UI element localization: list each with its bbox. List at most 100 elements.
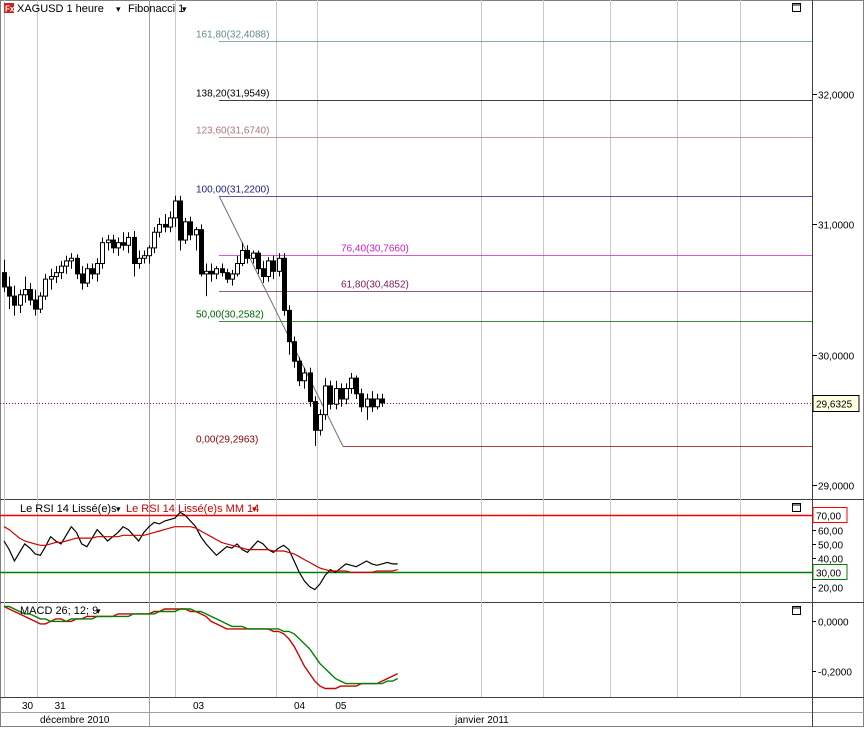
candle bbox=[126, 232, 131, 254]
month-label: janvier 2011 bbox=[454, 715, 509, 726]
macd-maximize-icon[interactable] bbox=[792, 606, 801, 615]
candle bbox=[225, 268, 230, 284]
candle-down-body bbox=[339, 388, 344, 400]
candle bbox=[308, 367, 313, 407]
candle bbox=[339, 383, 344, 407]
candle-up-body bbox=[100, 242, 105, 265]
candle bbox=[282, 253, 287, 316]
candle-up-body bbox=[69, 257, 74, 262]
candle-down-body bbox=[354, 377, 359, 395]
candle-down-body bbox=[12, 295, 17, 306]
candle bbox=[183, 217, 188, 244]
macd-title[interactable]: MACD 26; 12; 9 bbox=[20, 605, 98, 617]
candle bbox=[271, 255, 276, 280]
candle-down-body bbox=[132, 236, 137, 265]
macd-line bbox=[3, 605, 399, 690]
candle-down-body bbox=[225, 272, 230, 280]
candle-up-body bbox=[375, 398, 380, 408]
candle bbox=[111, 234, 116, 254]
candle bbox=[121, 232, 126, 251]
candle-down-body bbox=[287, 309, 292, 343]
candle-up-body bbox=[277, 257, 282, 272]
candle bbox=[328, 380, 333, 410]
main-pane-header: Fx XAGUSD 1 heure ▾ Fibonacci 1 ▾ bbox=[4, 3, 801, 15]
candle bbox=[80, 266, 85, 290]
candle-up-body bbox=[157, 223, 162, 233]
candle bbox=[277, 253, 282, 277]
fib-level-label: 50,00(30,2582) bbox=[196, 310, 264, 321]
rsi-line bbox=[3, 511, 398, 591]
candle bbox=[152, 227, 157, 254]
fx-logo-letters: Fx bbox=[5, 5, 15, 14]
candle bbox=[313, 396, 318, 446]
fib-level-label: 161,80(32,4088) bbox=[196, 30, 269, 41]
candle bbox=[69, 253, 74, 269]
rsi-tick-label: 20,00 bbox=[818, 584, 843, 595]
candle-down-body bbox=[7, 286, 12, 297]
symbol-dropdown-icon[interactable]: ▾ bbox=[116, 4, 121, 14]
candle bbox=[95, 258, 100, 282]
macd-tick-label: -0,2000 bbox=[818, 668, 852, 679]
rsi-maximize-icon[interactable] bbox=[792, 503, 801, 512]
candle-up-body bbox=[235, 263, 240, 275]
candle-down-body bbox=[282, 257, 287, 311]
candle bbox=[261, 260, 266, 284]
candle-down-body bbox=[209, 270, 214, 275]
symbol-title[interactable]: XAGUSD 1 heure bbox=[17, 3, 104, 15]
candle bbox=[100, 237, 105, 269]
candle bbox=[49, 268, 54, 290]
candle bbox=[199, 224, 204, 277]
candle bbox=[230, 270, 235, 286]
candlestick-series bbox=[2, 195, 385, 446]
rsi-pane: 60,00 50,00 40,00 20,00 70,00 30,00 bbox=[0, 507, 848, 595]
candle-down-body bbox=[111, 239, 116, 249]
rsi-smoothed-dropdown-icon[interactable]: ▾ bbox=[252, 504, 257, 514]
candle-down-body bbox=[271, 260, 276, 272]
candle bbox=[194, 227, 199, 251]
macd-dropdown-icon[interactable]: ▾ bbox=[96, 606, 101, 616]
candle bbox=[334, 380, 339, 410]
candle bbox=[302, 367, 307, 389]
rsi-dropdown-icon[interactable]: ▾ bbox=[116, 504, 121, 514]
candle-down-body bbox=[245, 249, 250, 259]
candle bbox=[354, 375, 359, 399]
candle bbox=[220, 263, 225, 277]
candle-up-body bbox=[18, 294, 23, 306]
candle-up-body bbox=[54, 272, 59, 278]
candle-up-body bbox=[95, 263, 100, 275]
candle bbox=[188, 216, 193, 241]
fib-level-label: 100,00(31,2200) bbox=[196, 185, 269, 196]
maximize-pane-icon[interactable] bbox=[792, 3, 801, 12]
candle-up-body bbox=[214, 268, 219, 275]
candle bbox=[132, 230, 137, 277]
fib-level-label: 138,20(31,9549) bbox=[196, 89, 269, 100]
candle-down-body bbox=[90, 268, 95, 275]
candle-up-body bbox=[142, 255, 147, 259]
candle bbox=[85, 263, 90, 287]
rsi-tick-label: 40,00 bbox=[818, 555, 843, 566]
candle-down-body bbox=[261, 268, 266, 278]
candle bbox=[28, 283, 33, 306]
candle bbox=[380, 393, 385, 407]
time-tick-label: 04 bbox=[294, 701, 306, 712]
candle-down-body bbox=[75, 257, 80, 275]
candle-up-body bbox=[240, 249, 245, 265]
rsi-smoothed-title[interactable]: Le RSI 14 Lissé(e)s MM 14 bbox=[126, 503, 259, 515]
candle-up-body bbox=[168, 217, 173, 228]
study-dropdown-icon[interactable]: ▾ bbox=[182, 4, 187, 14]
macd-tick-label: 0,0000 bbox=[818, 618, 849, 629]
candle bbox=[209, 263, 214, 282]
candle-up-body bbox=[302, 372, 307, 382]
study-title[interactable]: Fibonacci 1 bbox=[128, 3, 184, 15]
candle-up-body bbox=[344, 388, 349, 400]
time-tick-label: 31 bbox=[55, 701, 67, 712]
candle-down-body bbox=[178, 200, 183, 241]
candle-up-body bbox=[266, 260, 271, 278]
candle bbox=[344, 383, 349, 405]
month-label: décembre 2010 bbox=[40, 715, 110, 726]
candle bbox=[287, 305, 292, 355]
price-axis: 32,0000 31,0000 30,0000 29,0000 29,6325 bbox=[812, 91, 860, 493]
rsi-upper-badge bbox=[812, 507, 848, 523]
rsi-title[interactable]: Le RSI 14 Lissé(e)s bbox=[20, 503, 117, 515]
